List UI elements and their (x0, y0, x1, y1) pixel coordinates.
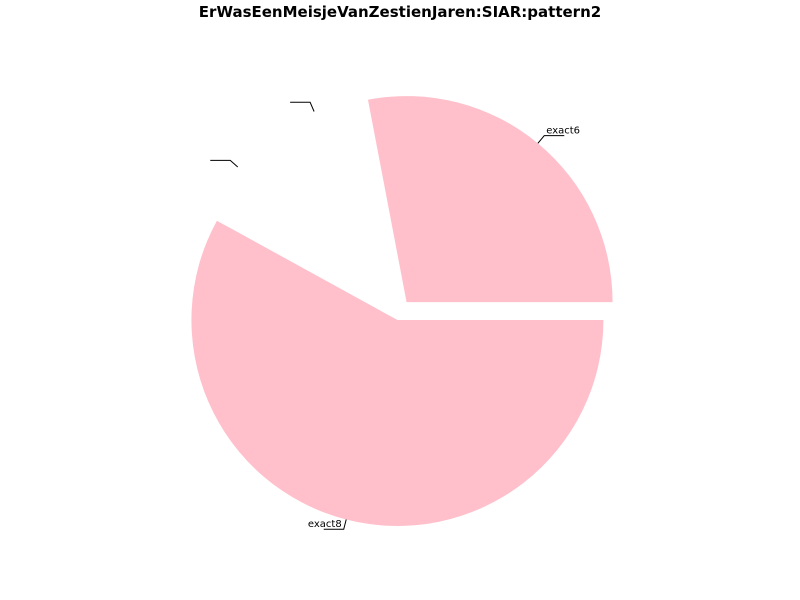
leader-line-0 (537, 135, 565, 144)
slice-label-3: exact8 (308, 519, 342, 530)
slice-label-0: exact6 (546, 126, 580, 137)
chart-title: ErWasEenMeisjeVanZestienJaren:SIAR:patte… (198, 3, 602, 21)
leader-line-3 (323, 519, 347, 530)
slices-layer (191, 96, 613, 526)
leader-line-2 (210, 159, 239, 168)
pie-slice-1 (274, 98, 396, 301)
pie-slice-2 (211, 136, 393, 304)
leader-line-1 (290, 101, 315, 112)
pie-slice-0 (367, 96, 613, 303)
labels-layer: exact6 exact8 (210, 101, 580, 530)
pie-slice-3 (191, 220, 604, 526)
